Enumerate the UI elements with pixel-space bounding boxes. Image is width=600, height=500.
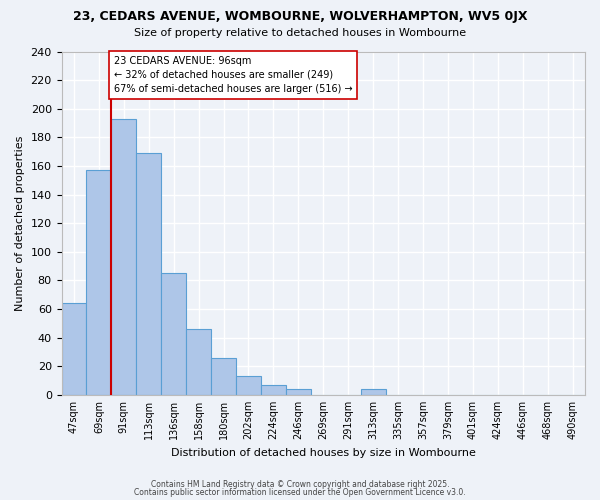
Bar [186,329,211,395]
Y-axis label: Number of detached properties: Number of detached properties [15,136,25,311]
X-axis label: Distribution of detached houses by size in Wombourne: Distribution of detached houses by size … [171,448,476,458]
Text: Size of property relative to detached houses in Wombourne: Size of property relative to detached ho… [134,28,466,38]
Bar [161,274,186,395]
Bar [62,304,86,395]
Text: 23, CEDARS AVENUE, WOMBOURNE, WOLVERHAMPTON, WV5 0JX: 23, CEDARS AVENUE, WOMBOURNE, WOLVERHAMP… [73,10,527,23]
Text: Contains HM Land Registry data © Crown copyright and database right 2025.: Contains HM Land Registry data © Crown c… [151,480,449,489]
Bar [112,119,136,395]
Text: Contains public sector information licensed under the Open Government Licence v3: Contains public sector information licen… [134,488,466,497]
Bar [261,385,286,395]
Bar [211,358,236,395]
Bar [236,376,261,395]
Text: 23 CEDARS AVENUE: 96sqm
← 32% of detached houses are smaller (249)
67% of semi-d: 23 CEDARS AVENUE: 96sqm ← 32% of detache… [114,56,353,94]
Bar [86,170,112,395]
Bar [136,153,161,395]
Bar [361,389,386,395]
Bar [286,389,311,395]
